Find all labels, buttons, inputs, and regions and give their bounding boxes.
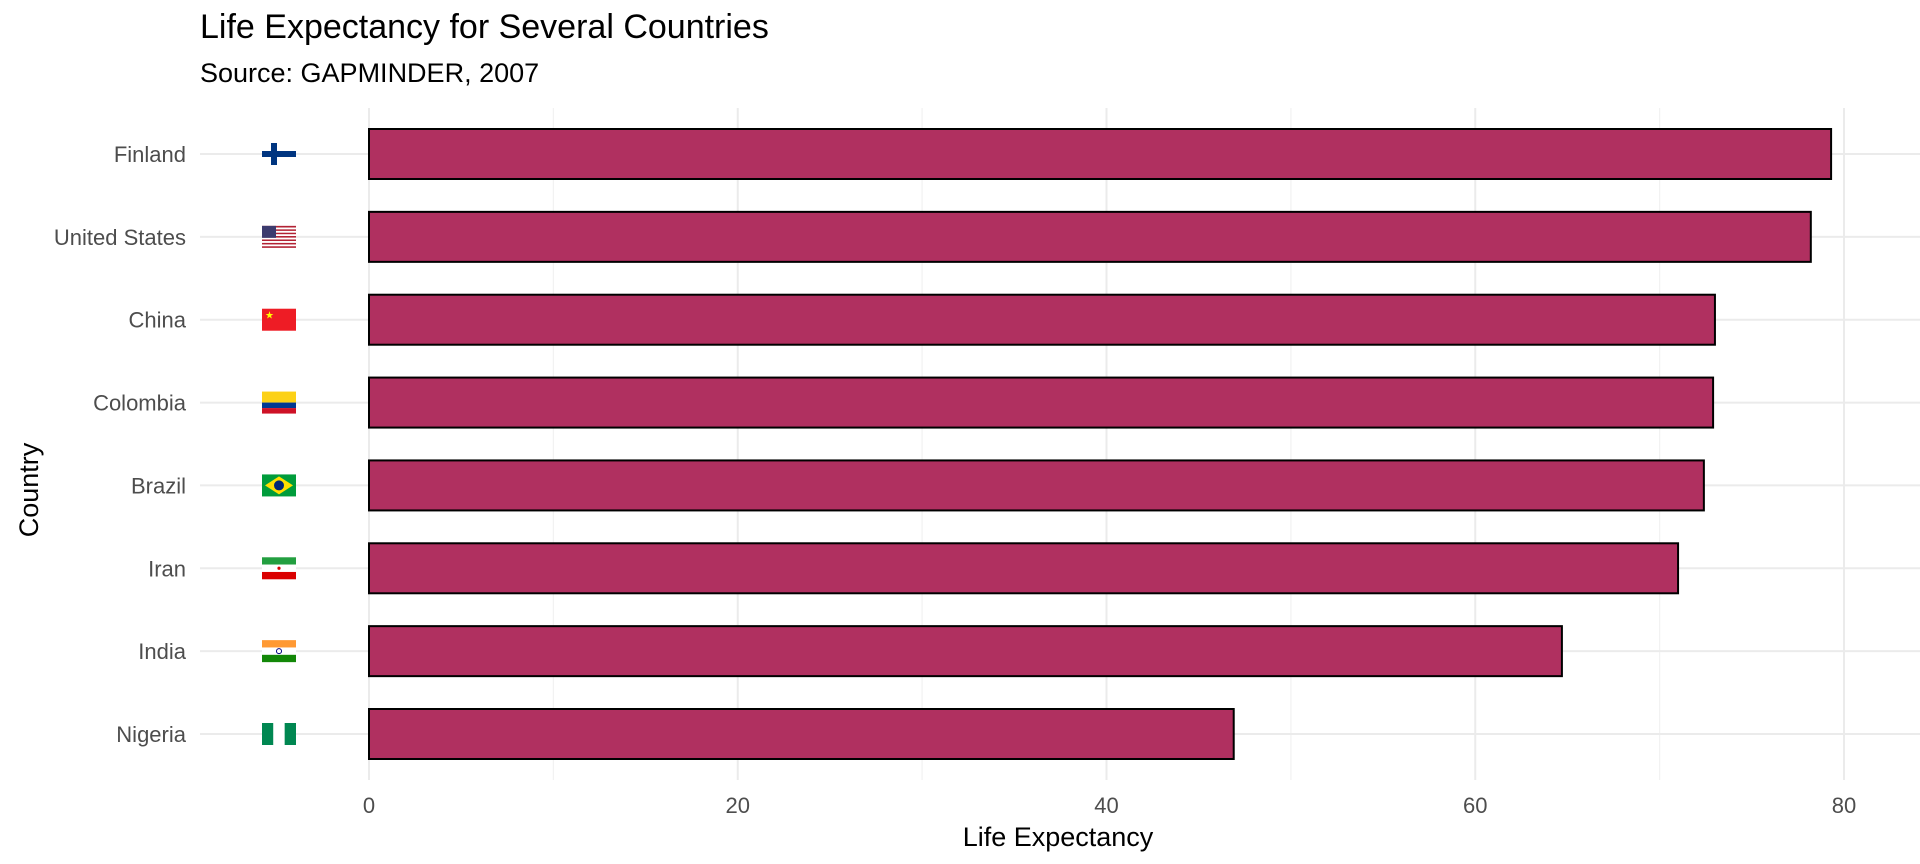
y-tick-label: Nigeria — [116, 722, 186, 747]
flag-china-icon: ★ — [262, 308, 296, 331]
bars — [368, 128, 1833, 760]
chart-title: Life Expectancy for Several Countries — [200, 8, 769, 46]
y-tick-label: China — [129, 308, 187, 333]
flag-iran-icon — [262, 557, 296, 580]
x-axis-title: Life Expectancy — [963, 822, 1154, 852]
chart-subtitle: Source: GAPMINDER, 2007 — [200, 58, 540, 88]
bar-india — [368, 625, 1563, 678]
tick-labels: Finland United States China Colombia Brazil I… — [54, 142, 1856, 818]
bar-iran — [368, 542, 1680, 595]
flag-brazil-icon — [262, 474, 296, 497]
svg-text:★: ★ — [265, 311, 274, 322]
x-tick-label: 80 — [1832, 793, 1856, 818]
y-tick-label: India — [138, 639, 186, 664]
bar-nigeria — [368, 708, 1235, 760]
flag-united-states-icon — [262, 225, 296, 248]
y-tick-label: Finland — [114, 142, 186, 167]
flag-colombia-icon — [262, 391, 296, 414]
bar-china — [368, 293, 1716, 346]
x-tick-label: 0 — [363, 793, 375, 818]
flags: ★ — [262, 143, 296, 745]
flag-finland-icon — [262, 143, 296, 165]
bar-finland — [368, 128, 1833, 180]
flag-nigeria-icon — [262, 723, 296, 745]
y-tick-label: Iran — [148, 556, 186, 581]
flag-india-icon — [262, 640, 296, 663]
x-tick-label: 60 — [1463, 793, 1487, 818]
bar-brazil — [368, 459, 1705, 512]
y-tick-label: Brazil — [131, 473, 186, 498]
bar-united-states — [368, 210, 1812, 263]
y-axis-title: Country — [14, 442, 44, 537]
x-tick-label: 20 — [726, 793, 750, 818]
bar-colombia — [368, 376, 1715, 429]
grid — [200, 108, 1920, 780]
y-tick-label: Colombia — [93, 391, 187, 416]
y-tick-label: United States — [54, 225, 186, 250]
x-tick-label: 40 — [1094, 793, 1118, 818]
